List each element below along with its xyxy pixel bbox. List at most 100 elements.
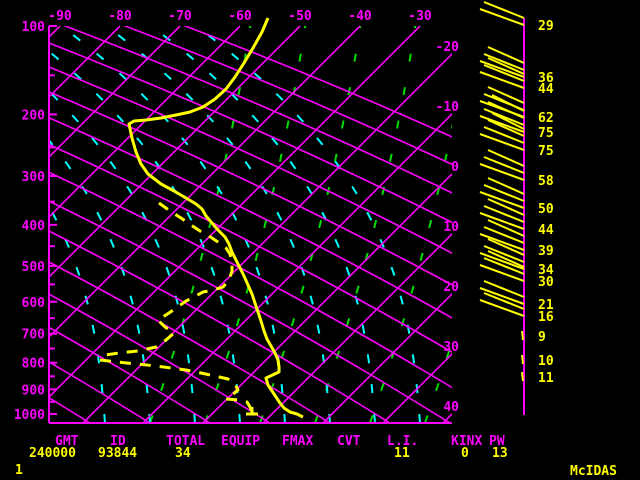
wind-barb — [479, 57, 525, 89]
isotherm-line — [322, 292, 452, 423]
grid-lines — [49, 26, 452, 423]
pressure-tick-label: 700 — [22, 328, 46, 343]
pressure-axis: 100 200 300 400 500 600 700 800 900 1000 — [14, 20, 452, 424]
isotherm-label-top: -70 — [168, 9, 192, 24]
dry-adiabat-line — [49, 200, 451, 423]
isotherm-line — [202, 172, 452, 423]
moist-adiabat-line — [104, 26, 331, 423]
temperature-trace — [127, 17, 304, 419]
dry-adiabat-line — [49, 230, 391, 423]
isotherm-label-right: -10 — [436, 100, 460, 115]
wind-barb-stroke — [479, 133, 525, 151]
status-value-total: 34 — [175, 446, 191, 461]
wind-barb — [521, 330, 524, 341]
wind-barb-stroke — [491, 112, 525, 130]
wind-barb-stroke — [479, 264, 525, 282]
wind-speed-label: 75 — [538, 144, 554, 159]
wind-speed-label: 9 — [538, 330, 546, 345]
status-label-cvt: CVT — [337, 434, 361, 449]
isotherm-line — [49, 26, 421, 399]
moist-adiabat-line — [49, 50, 241, 423]
pressure-tick-label: 200 — [22, 108, 46, 123]
wind-speed-label: 50 — [538, 202, 554, 217]
wind-barb-calm-tick — [521, 354, 524, 365]
wind-speed-label: 39 — [538, 244, 554, 259]
pressure-tick-label: 500 — [22, 260, 46, 275]
isotherm-label-top: -30 — [408, 9, 432, 24]
wind-barb-stroke — [491, 94, 525, 112]
isotherm-label-right: 10 — [443, 220, 459, 235]
wind-barb-stroke — [483, 226, 525, 244]
wind-barb-stroke — [479, 60, 525, 78]
wind-barb-stroke — [487, 219, 525, 237]
mcidas-brand-label: McIDAS — [570, 464, 617, 479]
isotherm-label-top: -50 — [288, 9, 312, 24]
wind-barb — [479, 86, 525, 118]
mixing-ratio-line — [314, 26, 417, 423]
wind-barb — [479, 219, 525, 251]
wind-barb — [479, 112, 525, 151]
moist-adiabat-line — [194, 26, 421, 423]
wind-barb-stroke — [487, 238, 525, 256]
moist-adiabat-line — [149, 26, 376, 423]
dry-adiabat-line — [49, 293, 271, 423]
wind-barb-stroke — [487, 177, 525, 195]
isotherm-line — [49, 26, 301, 279]
wind-barb — [479, 198, 525, 230]
wind-speed-label: 75 — [538, 126, 554, 141]
pressure-tick-label: 600 — [22, 296, 46, 311]
mixing-ratio-line — [259, 26, 362, 423]
isotherm-label-top: -40 — [348, 9, 372, 24]
status-label-total: TOTAL — [166, 434, 206, 449]
wind-speed-label: 21 — [538, 298, 554, 313]
dry-adiabat-line — [49, 66, 452, 255]
isotherm-line — [49, 26, 241, 219]
dry-adiabat-line — [49, 143, 452, 353]
wind-barb-stroke — [487, 119, 525, 137]
wind-barb-stroke — [483, 184, 525, 202]
mixing-ratio-line — [149, 26, 252, 423]
wind-barb — [479, 292, 525, 317]
wind-barb-stroke — [479, 71, 525, 89]
status-label-fmax: FMAX — [282, 434, 314, 449]
wind-speed-label: 44 — [538, 82, 554, 97]
wind-speed-label: 29 — [538, 19, 554, 34]
wind-barb-stroke — [487, 57, 525, 75]
pressure-tick-label: 100 — [22, 20, 46, 35]
dry-adiabat-line — [123, 26, 452, 166]
wind-barb-stroke — [479, 252, 525, 270]
status-label-li: L.I. — [387, 434, 419, 449]
isotherm-line — [262, 232, 452, 423]
wind-barb — [479, 149, 525, 181]
wind-barb-stroke — [479, 233, 525, 251]
wind-speed-label: 11 — [538, 371, 554, 386]
wind-barb-stroke — [483, 53, 525, 71]
wind-barb-calm-tick — [521, 371, 524, 382]
wind-barb — [521, 354, 524, 365]
status-value-id: 93844 — [98, 446, 138, 461]
wind-barb-stroke — [483, 64, 525, 82]
moist-adiabat-line — [49, 90, 196, 423]
mixing-ratio-line — [204, 26, 307, 423]
wind-barb-stroke — [483, 205, 525, 223]
isotherm-label-right: 0 — [451, 160, 459, 175]
wind-barb — [479, 1, 525, 26]
wind-barb-stroke — [487, 198, 525, 216]
wind-barb-stroke — [487, 46, 525, 64]
wind-barb-stroke — [479, 212, 525, 230]
wind-barb — [479, 238, 525, 270]
wind-barb — [479, 177, 525, 209]
wind-speed-label: 16 — [538, 310, 554, 325]
wind-barb — [479, 94, 525, 133]
pressure-tick-label: 1000 — [14, 408, 45, 423]
wind-speed-label: 34 — [538, 263, 554, 278]
mixing-ratio-line — [424, 338, 452, 423]
dry-adiabat-line — [49, 361, 151, 423]
pressure-tick-label: 400 — [22, 219, 46, 234]
isotherm-line — [382, 352, 452, 423]
dry-adiabat-line — [49, 326, 211, 423]
status-value-gmt: 240000 — [29, 446, 76, 461]
wind-speed-label: 10 — [538, 354, 554, 369]
